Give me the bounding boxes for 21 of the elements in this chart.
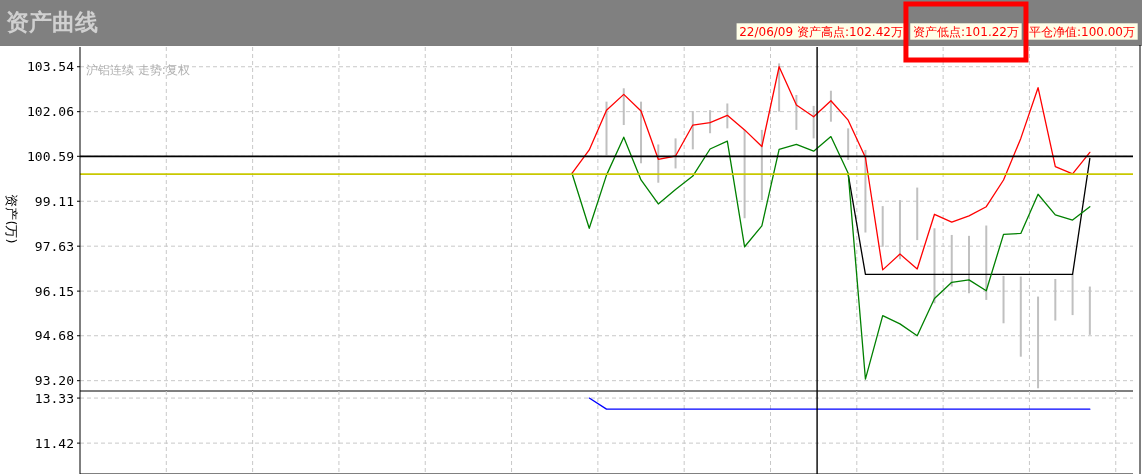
y-tick-label: 97.63	[34, 238, 74, 254]
y-tick-label: 11.42	[34, 435, 74, 451]
y-tick-label: 96.15	[34, 283, 74, 299]
y-tick-label: 13.33	[34, 390, 74, 406]
bar	[674, 138, 677, 169]
bar	[847, 128, 850, 160]
y-tick-label: 99.11	[34, 193, 74, 209]
bar	[640, 101, 643, 164]
chart-title: 资产曲线	[6, 9, 98, 35]
y-tick-label: 103.54	[27, 59, 75, 75]
text: 22/06/09 资产高点:102.42万	[739, 25, 903, 39]
line-series	[571, 135, 1091, 380]
line-series	[571, 66, 1091, 271]
y-tick-label: 94.68	[34, 328, 74, 344]
y-tick-label: 100.59	[27, 148, 74, 164]
y-axis-title: 资产(万)	[4, 194, 19, 244]
y-tick-label: 102.06	[27, 104, 74, 120]
text: 资产低点:101.22万	[912, 25, 1019, 39]
y-tick-label: 93.20	[34, 373, 74, 389]
text: 平仓净值:100.00万	[1028, 25, 1135, 39]
annotation: 沪铝连续 走势:复权	[86, 63, 190, 77]
